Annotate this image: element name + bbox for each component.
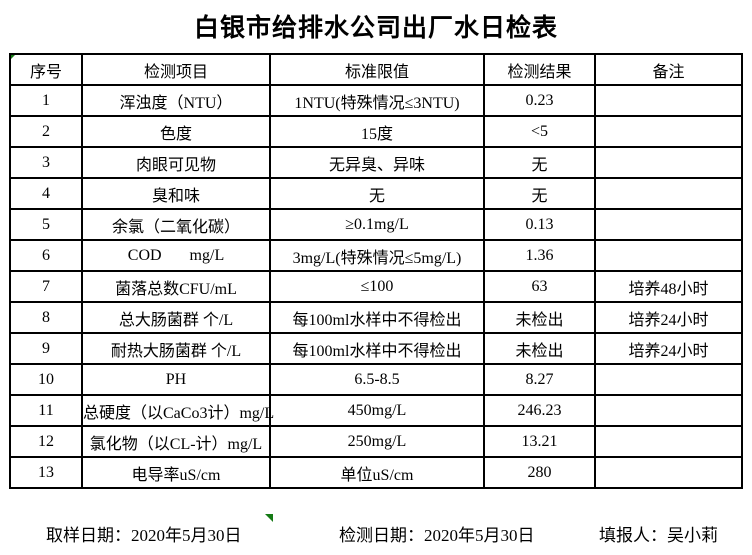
table-row: 1 浑浊度（NTU） 1NTU(特殊情况≤3NTU) 0.23 [9, 84, 743, 117]
cell-result: 280 [483, 456, 596, 489]
page-title: 白银市给排水公司出厂水日检表 [193, 15, 558, 42]
header-limit: 标准限值 [269, 53, 485, 86]
cell-note [594, 456, 743, 489]
cell-result: <5 [483, 115, 596, 148]
cell-no: 2 [9, 115, 83, 148]
table-row: 6 COD mg/L 3mg/L(特殊情况≤5mg/L) 1.36 [9, 239, 743, 272]
cell-limit: ≤100 [269, 270, 485, 303]
cell-item: 菌落总数CFU/mL [81, 270, 271, 303]
header-no: 序号 [9, 53, 83, 86]
cell-limit: 1NTU(特殊情况≤3NTU) [269, 84, 485, 117]
header-note: 备注 [594, 53, 743, 86]
cell-no: 13 [9, 456, 83, 489]
test-date-label: 检测日期：2020年5月30日 [339, 526, 535, 545]
cell-note [594, 394, 743, 427]
cell-item: 电导率uS/cm [81, 456, 271, 489]
cell-note [594, 146, 743, 179]
cell-limit: 每100ml水样中不得检出 [269, 332, 485, 365]
cell-limit: 450mg/L [269, 394, 485, 427]
table-row: 10 PH 6.5-8.5 8.27 [9, 363, 743, 396]
cell-result: 未检出 [483, 301, 596, 334]
inspection-table: 序号 检测项目 标准限值 检测结果 备注 1 浑浊度（NTU） 1NTU(特殊情… [9, 53, 743, 489]
header-item: 检测项目 [81, 53, 271, 86]
cell-no: 5 [9, 208, 83, 241]
cell-limit: ≥0.1mg/L [269, 208, 485, 241]
cell-result: 13.21 [483, 425, 596, 458]
cell-no: 8 [9, 301, 83, 334]
cell-no: 11 [9, 394, 83, 427]
cell-no: 1 [9, 84, 83, 117]
cell-result: 0.13 [483, 208, 596, 241]
cell-limit: 无异臭、异味 [269, 146, 485, 179]
cell-item: 氯化物（以CL-计）mg/L [81, 425, 271, 458]
cell-limit: 250mg/L [269, 425, 485, 458]
cell-no: 12 [9, 425, 83, 458]
cell-result: 246.23 [483, 394, 596, 427]
cell-note: 培养24小时 [594, 332, 743, 365]
cell-item: 耐热大肠菌群 个/L [81, 332, 271, 365]
cell-no: 7 [9, 270, 83, 303]
cell-result: 8.27 [483, 363, 596, 396]
cell-item: 总硬度（以CaCo3计）mg/L [81, 394, 274, 427]
cell-limit: 6.5-8.5 [269, 363, 485, 396]
cell-result: 无 [483, 146, 596, 179]
table-row: 4 臭和味 无 无 [9, 177, 743, 210]
cell-result: 无 [483, 177, 596, 210]
cell-no: 6 [9, 239, 83, 272]
header-result: 检测结果 [483, 53, 596, 86]
table-row: 9 耐热大肠菌群 个/L 每100ml水样中不得检出 未检出 培养24小时 [9, 332, 743, 365]
cell-limit: 无 [269, 177, 485, 210]
cell-item: 肉眼可见物 [81, 146, 271, 179]
cell-note [594, 425, 743, 458]
table-header-row: 序号 检测项目 标准限值 检测结果 备注 [9, 53, 743, 86]
table-row: 3 肉眼可见物 无异臭、异味 无 [9, 146, 743, 179]
table-row: 5 余氯（二氧化碳） ≥0.1mg/L 0.13 [9, 208, 743, 241]
table-row: 8 总大肠菌群 个/L 每100ml水样中不得检出 未检出 培养24小时 [9, 301, 743, 334]
cell-item: 浑浊度（NTU） [81, 84, 271, 117]
cell-result: 1.36 [483, 239, 596, 272]
cell-item: 余氯（二氧化碳） [81, 208, 271, 241]
cell-no: 10 [9, 363, 83, 396]
cell-note [594, 84, 743, 117]
table-row: 12 氯化物（以CL-计）mg/L 250mg/L 13.21 [9, 425, 743, 458]
sampling-date-label: 取样日期：2020年5月30日 [46, 526, 242, 545]
cell-item: 总大肠菌群 个/L [81, 301, 271, 334]
cell-limit: 15度 [269, 115, 485, 148]
table-row: 7 菌落总数CFU/mL ≤100 63 培养48小时 [9, 270, 743, 303]
cell-result: 63 [483, 270, 596, 303]
cell-item: 臭和味 [81, 177, 271, 210]
cell-note [594, 177, 743, 210]
cell-note: 培养24小时 [594, 301, 743, 334]
cell-limit: 3mg/L(特殊情况≤5mg/L) [269, 239, 485, 272]
cell-item: PH [81, 363, 271, 396]
cell-note [594, 239, 743, 272]
cell-result: 未检出 [483, 332, 596, 365]
cell-note [594, 208, 743, 241]
cell-limit: 每100ml水样中不得检出 [269, 301, 485, 334]
table-row: 13 电导率uS/cm 单位uS/cm 280 [9, 456, 743, 489]
table-row: 2 色度 15度 <5 [9, 115, 743, 148]
cell-no: 9 [9, 332, 83, 365]
cell-note [594, 115, 743, 148]
cell-corner-marker-icon [265, 514, 273, 522]
table-row: 11 总硬度（以CaCo3计）mg/L 450mg/L 246.23 [9, 394, 743, 427]
cell-item: COD mg/L [81, 239, 271, 272]
cell-no: 3 [9, 146, 83, 179]
cell-limit: 单位uS/cm [269, 456, 485, 489]
cell-result: 0.23 [483, 84, 596, 117]
cell-no: 4 [9, 177, 83, 210]
cell-note [594, 363, 743, 396]
cell-item: 色度 [81, 115, 271, 148]
cell-note: 培养48小时 [594, 270, 743, 303]
reporter-label: 填报人：吴小莉 [599, 526, 718, 545]
